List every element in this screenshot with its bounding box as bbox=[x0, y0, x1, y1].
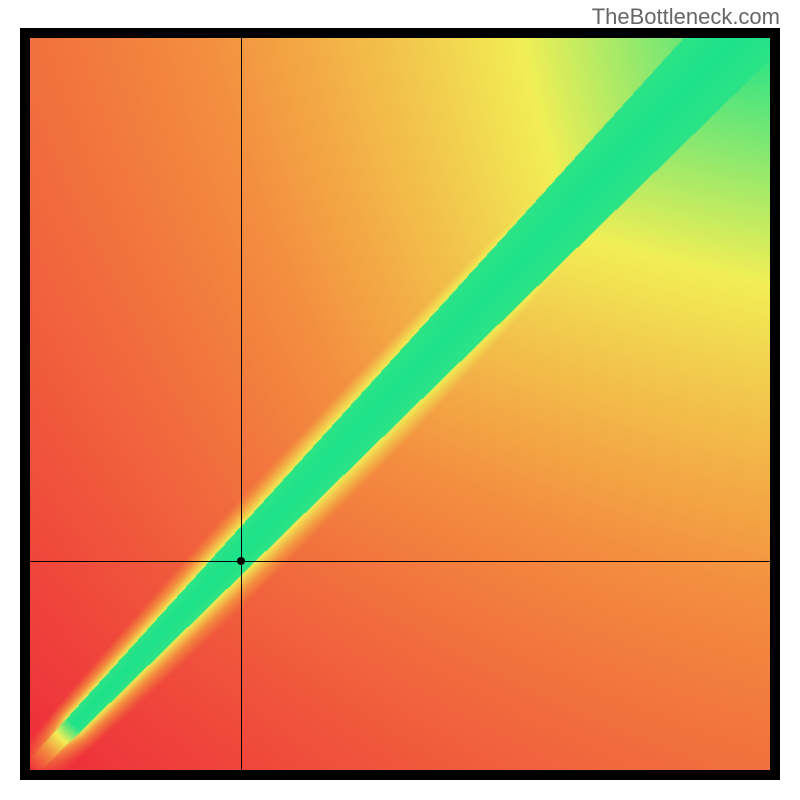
crosshair-vertical bbox=[241, 38, 242, 770]
heatmap-canvas bbox=[30, 38, 770, 770]
watermark-text: TheBottleneck.com bbox=[592, 4, 780, 30]
chart-container: TheBottleneck.com bbox=[0, 0, 800, 800]
plot-area bbox=[30, 38, 770, 770]
chart-frame bbox=[20, 28, 780, 780]
marker-dot bbox=[237, 557, 245, 565]
crosshair-horizontal bbox=[30, 561, 770, 562]
